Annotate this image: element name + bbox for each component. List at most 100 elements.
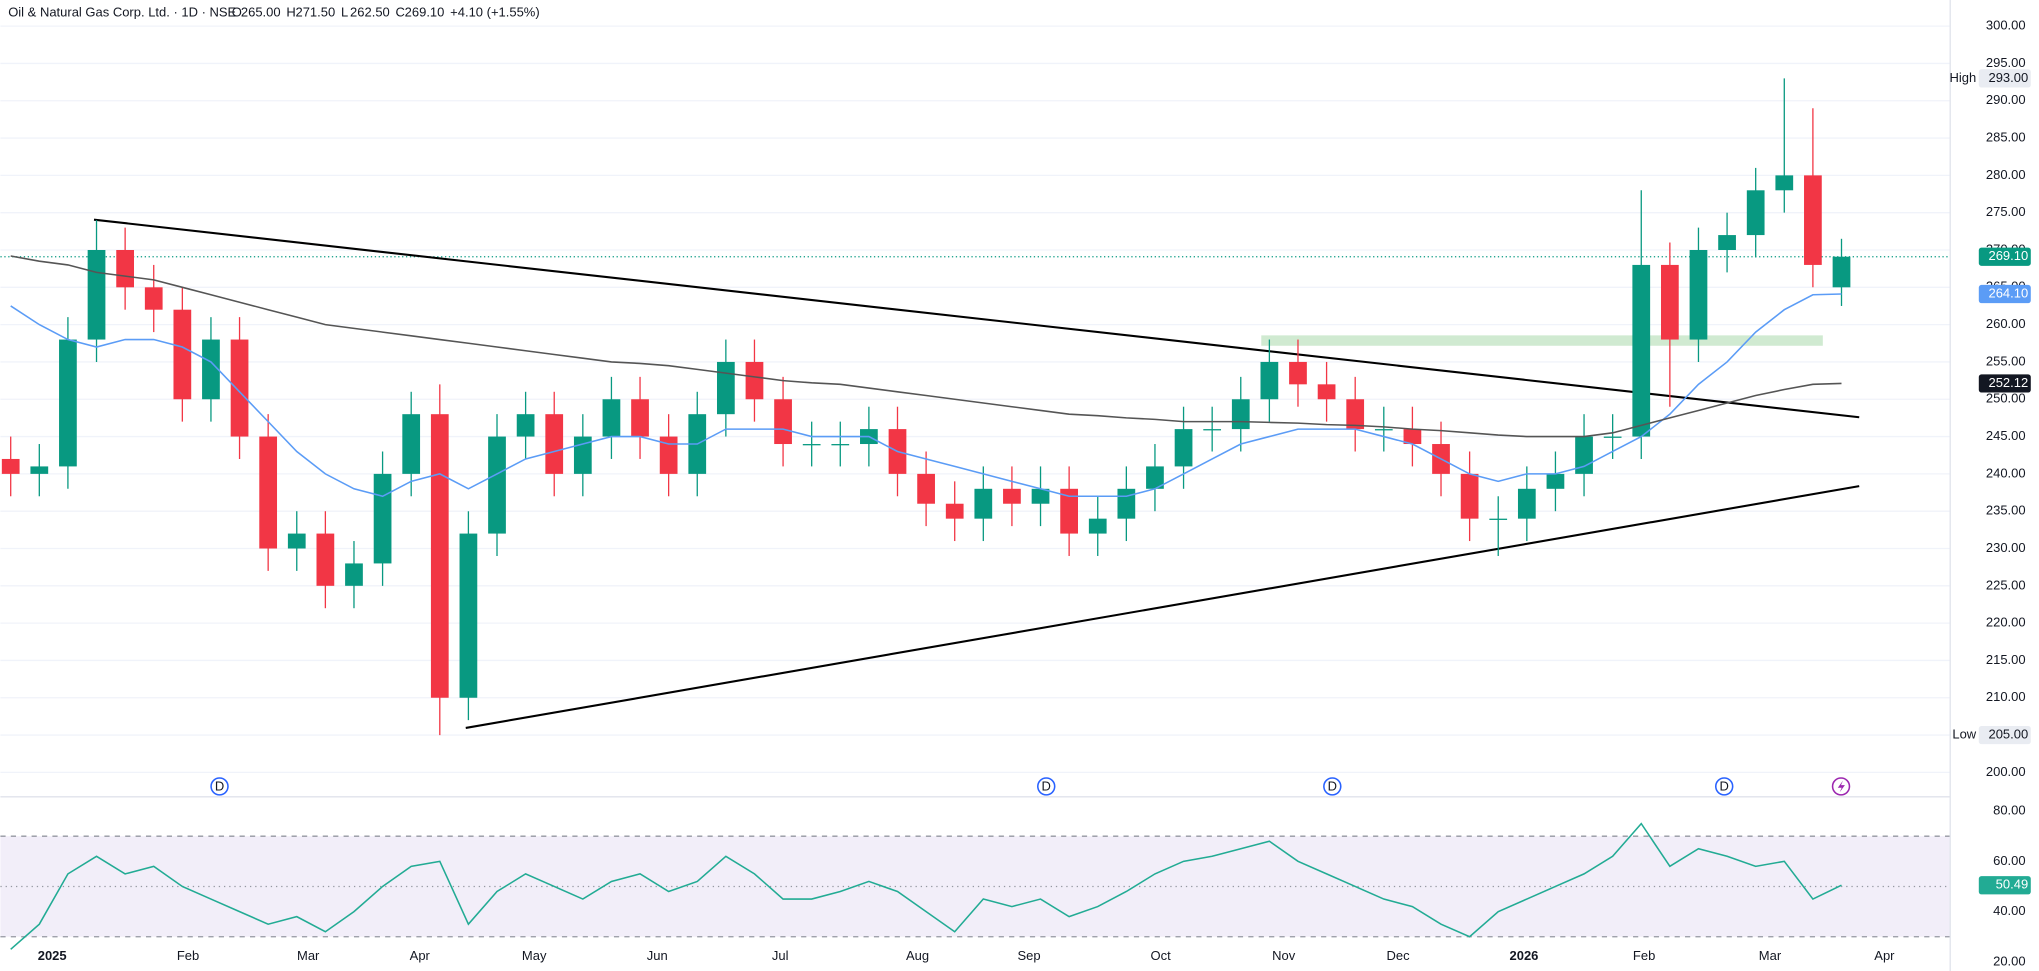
event-label: D xyxy=(1042,779,1051,794)
candle-body xyxy=(1517,488,1536,519)
marker-text: High xyxy=(1949,70,1976,85)
price-tag-label: 269.10 xyxy=(1988,248,2028,263)
candle-body xyxy=(1203,429,1222,431)
candle-body xyxy=(259,436,278,549)
candle-body xyxy=(745,361,764,400)
x-tick-label: Aug xyxy=(906,948,929,963)
candle-body xyxy=(459,533,478,698)
candle-body xyxy=(602,399,621,437)
text-layer: 200.00 205.00 210.00 215.00 220.00 225.00 230.… xyxy=(8,4,2031,968)
support-zone xyxy=(1261,335,1823,346)
x-tick-label: Sep xyxy=(1018,948,1041,963)
candle-body xyxy=(1289,361,1307,385)
candle-body xyxy=(545,414,564,474)
event-marker[interactable] xyxy=(210,777,229,796)
candle-body xyxy=(1260,361,1279,400)
candle-body xyxy=(1146,466,1164,489)
data-layer xyxy=(1,78,1851,950)
x-tick-label: Jul xyxy=(772,948,789,963)
candle-body xyxy=(1174,429,1193,467)
event-marker[interactable] xyxy=(1037,777,1056,796)
candle-body xyxy=(1660,264,1679,340)
y-tick-label: 225.00 xyxy=(1986,577,2026,592)
x-tick-label: Dec xyxy=(1387,948,1411,963)
candle-body xyxy=(1231,399,1250,430)
candle-body xyxy=(488,436,506,534)
candle-body xyxy=(144,287,163,310)
y-tick-label: 40.00 xyxy=(1993,903,2026,918)
rsi-band xyxy=(0,836,1951,937)
ohlc-value: 271.50 xyxy=(295,4,335,19)
candle-body xyxy=(1031,488,1050,504)
candle-body xyxy=(1775,175,1794,191)
y-tick-label: 290.00 xyxy=(1986,92,2026,107)
event-marker[interactable] xyxy=(1714,777,1734,796)
candle-body xyxy=(1117,488,1136,519)
candle-body xyxy=(316,533,335,586)
y-tick-label: 280.00 xyxy=(1986,167,2026,182)
x-tick-label: Apr xyxy=(1874,948,1895,963)
candle-body xyxy=(345,563,363,586)
candle-body xyxy=(1,458,20,474)
event-marker[interactable] xyxy=(1323,777,1342,796)
x-tick-label: Feb xyxy=(177,948,199,963)
y-tick-label: 275.00 xyxy=(1986,204,2026,219)
candle-body xyxy=(1632,264,1651,437)
candle-body xyxy=(631,399,649,437)
candle-body xyxy=(1403,429,1422,445)
candle-body xyxy=(1346,399,1365,430)
candle-body xyxy=(1546,473,1565,489)
alert-icon[interactable] xyxy=(1831,777,1851,796)
ohlc-value: 265.00 xyxy=(241,4,281,19)
candle-body xyxy=(1746,190,1765,236)
candle-body xyxy=(173,309,192,400)
candle-body xyxy=(1489,518,1508,520)
price-tag xyxy=(1978,284,2031,304)
y-tick-label: 210.00 xyxy=(1986,689,2026,704)
candle-body xyxy=(1060,488,1079,534)
candle-body xyxy=(287,533,306,549)
trend-line xyxy=(93,218,1860,419)
marker-tag xyxy=(1978,69,2031,88)
candle-body xyxy=(430,414,449,698)
series-line xyxy=(10,255,1842,438)
candle-body xyxy=(230,339,249,437)
ohlc-key: O xyxy=(232,4,242,19)
x-tick-label: Oct xyxy=(1151,948,1172,963)
y-tick-label: 295.00 xyxy=(1986,55,2026,70)
candle-body xyxy=(59,339,77,467)
candle-body xyxy=(917,473,935,504)
price-tag-label: 50.49 xyxy=(1996,877,2029,892)
candle-body xyxy=(774,399,792,445)
price-tag xyxy=(1978,374,2031,393)
y-tick-label: 300.00 xyxy=(1986,18,2026,33)
candle-body xyxy=(30,466,49,474)
x-tick-label: Apr xyxy=(410,948,431,963)
ohlc-value: 262.50 xyxy=(350,4,390,19)
y-tick-label: 285.00 xyxy=(1986,129,2026,144)
candle-body xyxy=(516,414,535,437)
candle-body xyxy=(659,436,678,474)
y-tick-label: 240.00 xyxy=(1986,465,2026,480)
candle-body xyxy=(202,339,220,400)
candle-body xyxy=(1460,473,1479,519)
x-tick-label: Mar xyxy=(1759,948,1782,963)
y-tick-label: 230.00 xyxy=(1986,540,2026,555)
candle-body xyxy=(87,249,106,340)
candle-body xyxy=(974,488,993,519)
price-tag-label: 264.10 xyxy=(1988,285,2028,300)
candle-body xyxy=(1603,436,1622,438)
y-tick-label: 200.00 xyxy=(1986,764,2026,779)
series-line xyxy=(10,293,1842,498)
y-tick-label: 20.00 xyxy=(1993,953,2026,968)
candle-body xyxy=(1718,235,1736,250)
ohlc-key: H xyxy=(286,4,295,19)
candle-body xyxy=(373,473,392,564)
candle-body xyxy=(1804,175,1822,265)
x-tick-label: Feb xyxy=(1633,948,1655,963)
price-change: +4.10 (+1.55%) xyxy=(450,4,540,19)
candle-body xyxy=(1088,518,1107,534)
candle-body xyxy=(716,361,735,415)
event-label: D xyxy=(215,779,224,794)
